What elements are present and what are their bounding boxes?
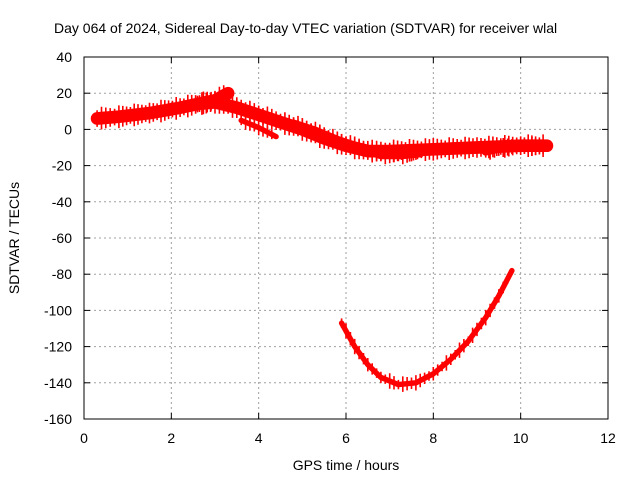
x-axis-title: GPS time / hours <box>293 457 400 473</box>
y-tick-label: 40 <box>56 49 72 65</box>
satellite-track-c-hatch <box>240 114 273 140</box>
y-axis-title: SDTVAR / TECUs <box>6 182 22 294</box>
y-tick-label: -140 <box>44 375 72 391</box>
satellite-track-g <box>338 267 515 392</box>
x-tick-label: 8 <box>429 430 437 446</box>
x-tick-label: 4 <box>255 430 263 446</box>
x-tick-label: 2 <box>167 430 175 446</box>
y-tick-label: 0 <box>64 121 72 137</box>
series-layer <box>90 85 554 392</box>
gridlines <box>84 57 608 419</box>
chart-title: Day 064 of 2024, Sidereal Day-to-day VTE… <box>54 20 557 36</box>
y-tick-label: -40 <box>52 194 72 210</box>
satellite-track-f-hatch <box>484 136 544 160</box>
satellite-track-f <box>481 136 552 160</box>
x-tick-label: 12 <box>600 430 616 446</box>
y-tick-label: -160 <box>44 411 72 427</box>
y-tick-label: -120 <box>44 339 72 355</box>
x-tick-label: 10 <box>513 430 529 446</box>
y-tick-label: -80 <box>52 266 72 282</box>
satellite-track-c <box>238 114 279 140</box>
axis-ticks: 0 2 4 6 8 10 12 -160 -140 -120 -100 -80 -60 -40 -20 0 20… <box>44 49 616 446</box>
plot-frame <box>83 56 609 420</box>
x-tick-label: 0 <box>80 430 88 446</box>
y-tick-label: -100 <box>44 302 72 318</box>
y-tick-label: 20 <box>56 85 72 101</box>
y-tick-label: -20 <box>52 158 72 174</box>
satellite-track-g-hatch <box>340 274 509 392</box>
y-tick-label: -60 <box>52 230 72 246</box>
x-tick-label: 6 <box>342 430 350 446</box>
